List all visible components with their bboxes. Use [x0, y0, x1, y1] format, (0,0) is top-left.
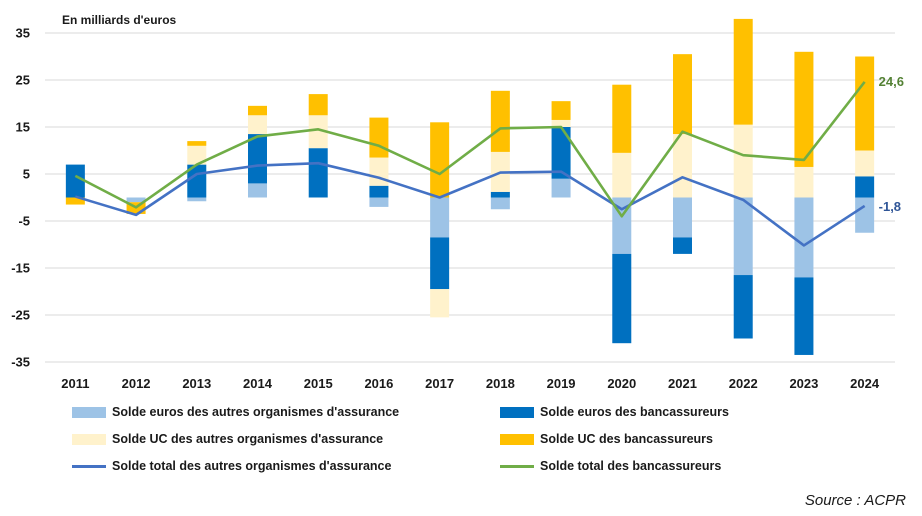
- bars: [65, 18, 875, 355]
- bar-segment: [248, 183, 267, 198]
- bar-segment: [551, 178, 571, 198]
- x-tick-label: 2013: [182, 376, 211, 391]
- legend-swatch: [500, 406, 534, 418]
- x-tick-label: 2015: [304, 376, 333, 391]
- x-tick-label: 2024: [850, 376, 880, 391]
- bar-segment: [430, 122, 450, 198]
- chart: 35 25 15 5 -5 -15 -25 -35 2011 2012 2013 2014 2015 20…: [11, 13, 904, 392]
- bar-segment: [490, 191, 510, 198]
- y-tick-label: 25: [16, 73, 30, 88]
- bar-segment: [855, 150, 875, 177]
- bar-segment: [551, 101, 571, 120]
- legend-item: Solde UC des bancassureurs: [500, 429, 713, 449]
- legend-swatch: [72, 464, 106, 468]
- bar-segment: [65, 197, 85, 205]
- x-tick-label: 2023: [789, 376, 818, 391]
- legend-item: Solde euros des bancassureurs: [500, 402, 729, 422]
- x-tick-label: 2012: [122, 376, 151, 391]
- bar-segment: [369, 117, 389, 158]
- bar-segment: [794, 277, 814, 355]
- x-tick-label: 2022: [729, 376, 758, 391]
- bar-segment: [673, 54, 692, 135]
- legend-item: Solde UC des autres organismes d'assuran…: [72, 429, 383, 449]
- end-label-autres-organismes: -1,8: [879, 199, 901, 214]
- x-tick-label: 2018: [486, 376, 515, 391]
- y-tick-label: -15: [11, 261, 30, 276]
- y-tick-label: 15: [16, 120, 30, 135]
- x-tick-label: 2017: [425, 376, 454, 391]
- bar-segment: [369, 185, 389, 198]
- bar-segment: [612, 253, 632, 344]
- source-note: Source : ACPR: [804, 492, 906, 509]
- legend-item: Solde total des autres organismes d'assu…: [72, 456, 391, 476]
- x-tick-label: 2011: [61, 376, 89, 391]
- y-tick-label: -35: [11, 355, 30, 370]
- axis-labels: 35 25 15 5 -5 -15 -25 -35 2011 2012 2013 2014 2015 20…: [11, 26, 880, 392]
- gridlines: [45, 32, 895, 363]
- legend-label: Solde euros des autres organismes d'assu…: [112, 405, 400, 419]
- x-tick-label: 2021: [668, 376, 697, 391]
- x-tick-label: 2020: [607, 376, 636, 391]
- bar-segment: [187, 141, 207, 146]
- legend-label: Solde euros des bancassureurs: [540, 405, 729, 419]
- legend-swatch: [500, 433, 534, 445]
- bar-segment: [673, 197, 692, 238]
- bar-segment: [308, 94, 328, 116]
- bar-segment: [673, 237, 692, 254]
- bar-segment: [430, 289, 450, 318]
- bar-segment: [430, 197, 450, 238]
- bar-segment: [733, 124, 753, 198]
- bar-segment: [369, 157, 389, 186]
- bar-segment: [490, 90, 510, 152]
- bar-segment: [248, 134, 267, 184]
- bar-segment: [308, 148, 328, 198]
- bar-segment: [733, 197, 753, 276]
- bar-segment: [187, 145, 207, 165]
- series-line: [74, 81, 866, 218]
- bar-segment: [855, 197, 875, 233]
- legend-swatch: [72, 433, 106, 445]
- bar-segment: [794, 51, 814, 167]
- bar-segment: [794, 197, 814, 278]
- y-tick-label: -5: [18, 214, 30, 229]
- bar-segment: [612, 84, 632, 153]
- legend-label: Solde UC des bancassureurs: [540, 432, 713, 446]
- series-line: [74, 161, 866, 247]
- bar-segment: [187, 197, 207, 202]
- bar-segment: [369, 197, 389, 207]
- bar-segment: [126, 197, 146, 203]
- x-tick-label: 2016: [364, 376, 393, 391]
- bar-segment: [855, 176, 875, 198]
- bar-segment: [551, 119, 571, 127]
- y-tick-label: 35: [16, 26, 30, 41]
- bar-segment: [855, 56, 875, 151]
- legend-label: Solde UC des autres organismes d'assuran…: [112, 432, 384, 446]
- lines: [74, 81, 866, 247]
- end-label-bancassureurs: 24,6: [879, 74, 904, 89]
- bar-segment: [673, 134, 692, 198]
- legend-swatch: [72, 406, 106, 418]
- legend: Solde euros des autres organismes d'assu…: [0, 396, 922, 476]
- legend-label: Solde total des bancassureurs: [540, 459, 722, 473]
- legend-item: Solde total des bancassureurs: [500, 456, 721, 476]
- bar-segment: [490, 197, 510, 210]
- bar-segment: [612, 152, 632, 198]
- legend-swatch: [500, 464, 534, 468]
- x-tick-label: 2019: [547, 376, 576, 391]
- y-tick-label: 5: [23, 167, 30, 182]
- legend-item: Solde euros des autres organismes d'assu…: [72, 402, 399, 422]
- bar-segment: [794, 166, 814, 198]
- x-tick-label: 2014: [243, 376, 273, 391]
- bar-segment: [65, 164, 85, 198]
- bar-segment: [248, 115, 267, 135]
- legend-label: Solde total des autres organismes d'assu…: [112, 459, 392, 473]
- bar-segment: [733, 275, 753, 339]
- bar-segment: [733, 18, 753, 125]
- bar-segment: [308, 115, 328, 149]
- y-tick-label: -25: [11, 308, 30, 323]
- bar-segment: [551, 127, 571, 179]
- unit-label: En milliards d'euros: [62, 13, 177, 27]
- bar-segment: [430, 237, 450, 290]
- bar-segment: [248, 105, 267, 116]
